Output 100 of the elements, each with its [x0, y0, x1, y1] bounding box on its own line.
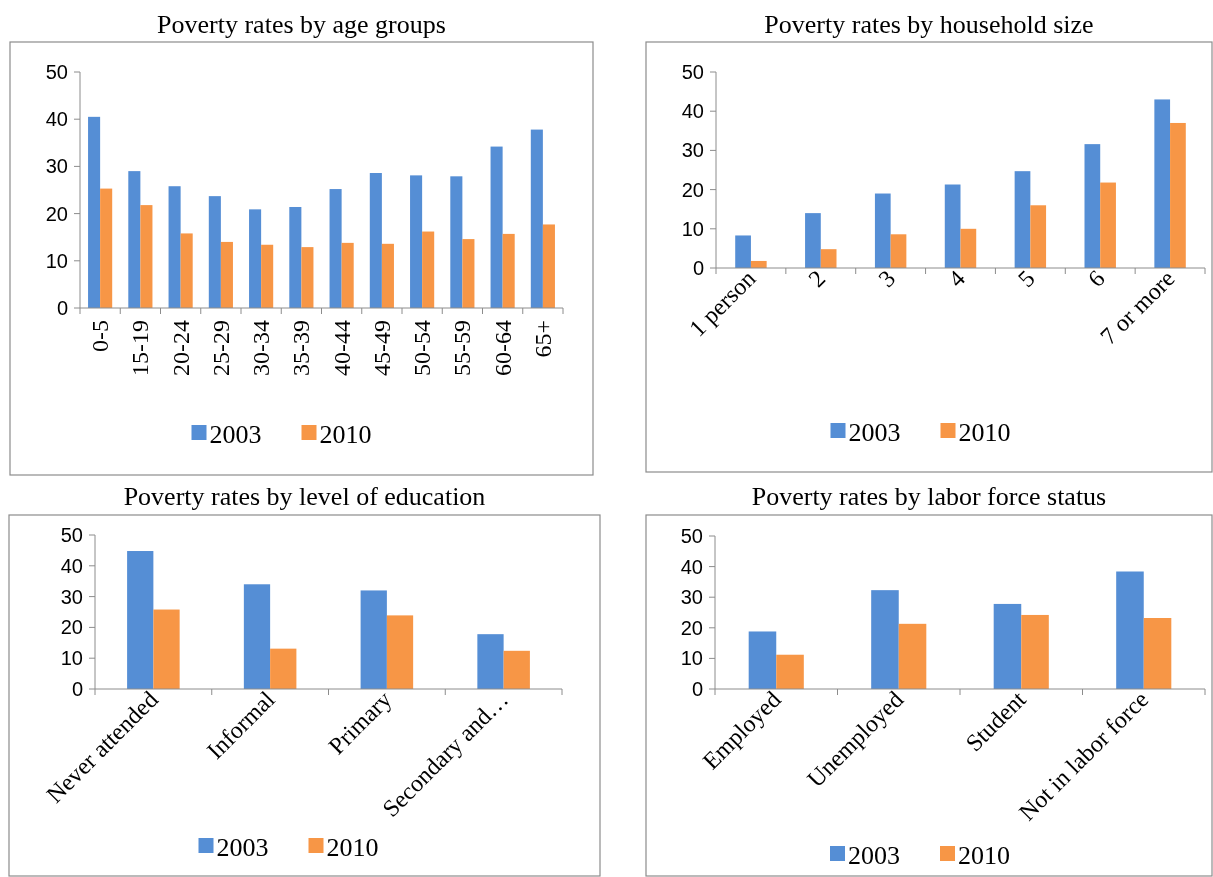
x-tick-label: 5 — [1013, 265, 1040, 293]
y-tick-label: 10 — [680, 647, 703, 670]
bar — [329, 189, 342, 308]
bar — [1143, 618, 1172, 689]
legend-label: 2003 — [848, 841, 900, 871]
bar — [301, 247, 314, 308]
bar — [502, 233, 515, 308]
bar — [450, 176, 463, 308]
bar — [270, 648, 297, 689]
y-tick-label: 40 — [60, 554, 83, 577]
legend-label: 2010 — [326, 833, 379, 863]
x-tick-label: 60-64 — [489, 320, 516, 376]
bar — [530, 129, 543, 308]
chart-title: Poverty rates by age groups — [157, 10, 446, 39]
bar — [1116, 571, 1144, 689]
y-tick-label: 0 — [691, 678, 703, 700]
legend-label: 2010 — [958, 418, 1011, 448]
legend-label: 2003 — [209, 420, 262, 450]
y-tick-label: 20 — [680, 616, 703, 639]
y-tick-label: 50 — [681, 61, 704, 83]
bar — [820, 249, 837, 268]
bar — [805, 213, 821, 268]
x-tick-label: 4 — [943, 265, 971, 293]
y-tick-label: 10 — [45, 249, 68, 272]
bar — [128, 171, 141, 308]
bar — [542, 224, 555, 308]
bar — [1084, 144, 1101, 268]
bar — [1154, 99, 1171, 268]
y-tick-label: 40 — [680, 555, 703, 578]
bar — [261, 244, 274, 308]
bar — [871, 590, 899, 689]
bar — [140, 205, 153, 308]
chart-title: Poverty rates by household size — [764, 10, 1094, 39]
bar — [127, 551, 154, 689]
y-tick-label: 0 — [56, 297, 68, 319]
y-tick-label: 50 — [60, 524, 83, 546]
legend-label: 2003 — [216, 833, 269, 863]
y-tick-label: 10 — [60, 647, 83, 670]
y-tick-label: 20 — [681, 178, 704, 201]
bar — [180, 233, 193, 308]
x-tick-label: 55-59 — [449, 320, 476, 376]
bar — [503, 650, 530, 689]
bar — [243, 584, 271, 689]
x-tick-label: 50-54 — [409, 320, 436, 376]
bar — [1030, 205, 1047, 268]
y-tick-label: 20 — [45, 202, 68, 225]
bar — [100, 188, 113, 308]
legend-label: 2010 — [319, 420, 372, 450]
legend-label: 2010 — [958, 841, 1010, 871]
y-tick-label: 10 — [681, 217, 704, 240]
bar — [153, 609, 180, 689]
bar — [289, 206, 302, 308]
bar — [249, 209, 262, 308]
x-tick-label: 6 — [1082, 265, 1110, 293]
bar — [208, 196, 221, 308]
bar — [1021, 614, 1049, 689]
bar — [369, 173, 382, 308]
y-tick-label: 0 — [692, 257, 704, 279]
y-tick-label: 30 — [680, 586, 703, 609]
x-tick-label: 0-5 — [87, 320, 114, 352]
y-tick-label: 30 — [45, 155, 68, 178]
y-tick-label: 40 — [681, 100, 704, 123]
bar — [890, 234, 907, 268]
bar — [386, 615, 414, 689]
bar — [490, 146, 503, 308]
x-tick-label: 20-24 — [167, 320, 194, 376]
bar — [462, 239, 475, 308]
bar — [360, 590, 387, 689]
bar — [410, 175, 423, 308]
y-tick-label: 20 — [60, 616, 83, 639]
x-tick-label: 2 — [803, 265, 831, 293]
bar — [220, 241, 233, 308]
bar — [341, 242, 354, 308]
chart-title: Poverty rates by level of education — [123, 482, 486, 511]
x-tick-label: 45-49 — [368, 320, 395, 376]
bar — [1170, 122, 1186, 268]
bar — [776, 654, 804, 689]
y-tick-label: 40 — [45, 108, 68, 131]
bar — [422, 231, 435, 308]
bar — [898, 623, 927, 689]
x-tick-label: 35-39 — [288, 320, 315, 376]
y-tick-label: 30 — [681, 139, 704, 162]
x-tick-label: 30-34 — [248, 320, 275, 376]
chart-title: Poverty rates by labor force status — [751, 482, 1107, 511]
y-tick-label: 50 — [45, 61, 68, 83]
bar — [1100, 182, 1116, 268]
bar — [88, 116, 101, 308]
bar — [993, 603, 1022, 689]
x-tick-label: 65+ — [529, 320, 556, 358]
bar — [168, 186, 181, 308]
legend-label: 2003 — [848, 418, 901, 448]
bar — [735, 235, 751, 268]
bar — [874, 193, 891, 268]
x-tick-label: 3 — [873, 265, 901, 293]
y-tick-label: 50 — [680, 525, 703, 547]
bar — [748, 631, 777, 689]
y-tick-label: 30 — [60, 585, 83, 608]
x-tick-label: 15-19 — [127, 320, 154, 376]
x-tick-label: 25-29 — [207, 320, 234, 376]
bar — [381, 243, 394, 308]
